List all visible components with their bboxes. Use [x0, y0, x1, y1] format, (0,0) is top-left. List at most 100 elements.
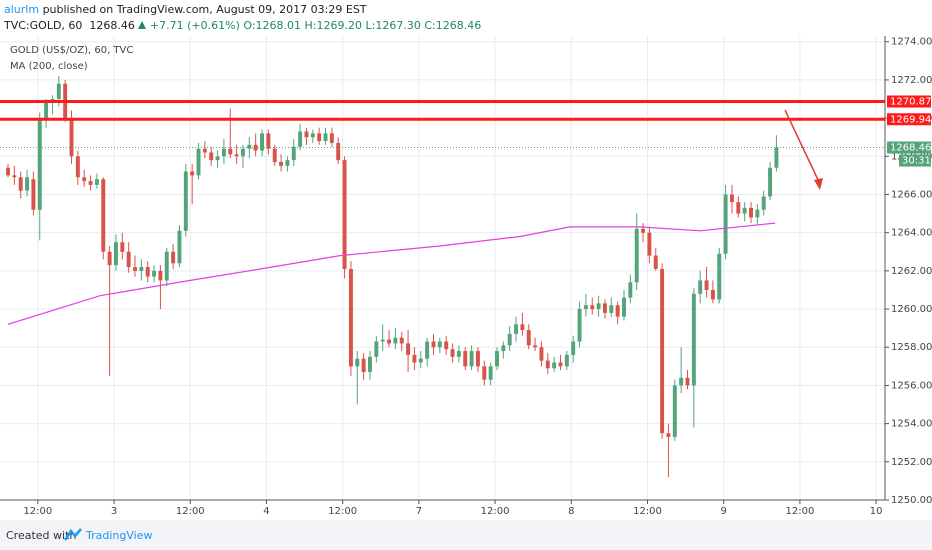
candle-body	[25, 177, 30, 191]
y-tick-label: 1264.00	[891, 228, 932, 239]
candle-body	[507, 333, 512, 346]
header: alurlm published on TradingView.com, Aug…	[0, 0, 932, 36]
candle-body	[101, 179, 106, 252]
candle-body	[571, 341, 576, 355]
candle-body	[469, 351, 474, 367]
plot-area	[0, 36, 885, 500]
x-tick-label: 10	[870, 506, 883, 517]
candle-body	[698, 280, 703, 294]
candle-body	[234, 154, 239, 157]
candle-body	[564, 354, 569, 367]
candle-body	[463, 351, 468, 367]
candle-body	[596, 303, 601, 310]
candle-body	[412, 354, 417, 363]
candle-body	[590, 305, 595, 310]
candle-body	[209, 152, 214, 161]
candle-body	[285, 160, 290, 166]
header-line: alurlm published on TradingView.com, Aug…	[4, 3, 367, 16]
candle-body	[729, 194, 734, 203]
footer-brand: TradingView	[86, 529, 153, 542]
y-tick-label: 1274.00	[891, 37, 932, 48]
candle-body	[456, 351, 461, 357]
price: 1268.46	[89, 19, 135, 32]
candle-body	[126, 251, 131, 268]
candle-body	[768, 167, 773, 197]
y-tick-label: 1250.00	[891, 495, 932, 506]
footer: Created with TradingView	[0, 520, 932, 550]
candle-body	[488, 366, 493, 380]
candle-body	[647, 232, 652, 256]
y-tick-label: 1266.00	[891, 189, 932, 200]
candle-body	[539, 347, 544, 361]
candle-body	[545, 360, 550, 369]
candle-body	[749, 207, 753, 218]
candle-body	[342, 160, 347, 269]
logo	[64, 528, 82, 541]
x-tick-label: 4	[263, 506, 269, 517]
candle-body	[444, 341, 449, 350]
price-tag-label: 1268.46	[890, 143, 931, 154]
candle-body	[348, 268, 353, 367]
candle-body	[514, 324, 519, 334]
candle-body	[742, 207, 747, 214]
chart-title: GOLD (US$/OZ), 60, TVC	[10, 45, 133, 56]
candle-body	[691, 293, 696, 386]
candle-body	[380, 339, 385, 342]
candle-body	[482, 366, 487, 380]
x-tick-label: 12:00	[785, 506, 814, 517]
candle-body	[431, 341, 436, 348]
candle-body	[368, 356, 372, 373]
candle-body	[622, 297, 626, 317]
candle-body	[577, 309, 582, 342]
candle-body	[196, 148, 201, 176]
x-tick-label: 12:00	[328, 506, 357, 517]
x-tick-label: 12:00	[23, 506, 52, 517]
candle-body	[158, 270, 163, 281]
candle-body	[304, 131, 309, 138]
candle-body	[6, 167, 10, 176]
y-tick-label: 1272.00	[891, 75, 932, 86]
candle-body	[355, 358, 360, 367]
candle-body	[475, 351, 480, 367]
candle-body	[361, 358, 366, 373]
candle-body	[418, 358, 423, 363]
candle-body	[736, 202, 741, 214]
author: alurlm	[4, 3, 40, 16]
y-tick-label: 1262.00	[891, 266, 932, 277]
x-tick-label: 7	[416, 506, 422, 517]
candle-body	[310, 133, 315, 138]
candle-body	[723, 194, 728, 254]
countdown: 30:31	[902, 156, 931, 167]
candle-body	[755, 209, 760, 218]
candle-body	[387, 339, 391, 344]
candle-body	[228, 148, 233, 155]
candle-body	[171, 251, 176, 264]
x-tick-label: 9	[721, 506, 727, 517]
annotation-arrowhead	[814, 178, 823, 190]
candle-body	[615, 305, 620, 317]
candle-body	[704, 280, 709, 290]
candle-body	[18, 177, 23, 191]
candle-body	[164, 251, 169, 281]
countdown-box	[899, 154, 931, 167]
candle-body	[145, 267, 150, 277]
y-tick-label: 1254.00	[891, 419, 932, 430]
candle-body	[329, 133, 334, 143]
chart: GOLD (US$/OZ), 60, TVC MA (200, close) 1…	[0, 36, 932, 517]
candle-body	[717, 253, 722, 300]
candle-body	[215, 156, 220, 161]
candle-body	[526, 330, 531, 346]
candle-body	[37, 120, 42, 210]
candle-body	[260, 133, 264, 151]
price-tag-label: 1269.94	[890, 114, 931, 125]
ohlc-close: C:1268.46	[424, 19, 482, 32]
price-tag	[887, 113, 931, 126]
candle-body	[279, 162, 284, 166]
ohlc-high: H:1269.20	[304, 19, 362, 32]
y-tick-label: 1252.00	[891, 457, 932, 468]
y-tick-label: 1260.00	[891, 304, 932, 315]
candle-body	[152, 270, 157, 277]
x-tick-label: 3	[111, 506, 117, 517]
candle-body	[406, 343, 411, 355]
legend-entry: MA (200, close)	[10, 61, 88, 72]
